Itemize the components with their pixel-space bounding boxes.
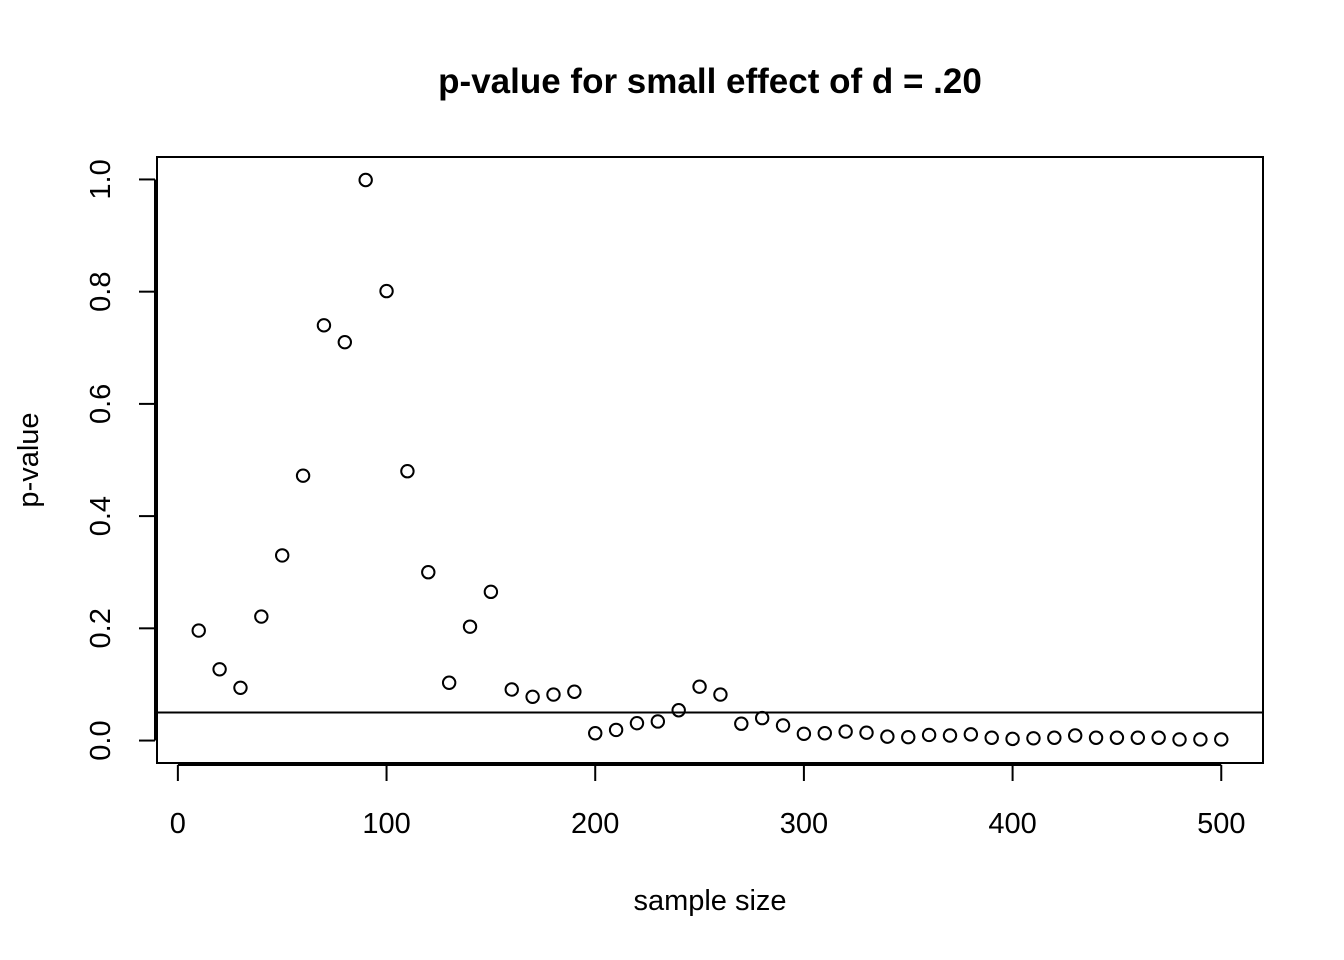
x-tick-label: 0 xyxy=(170,808,186,840)
data-point xyxy=(713,687,728,702)
data-point xyxy=(754,710,770,726)
data-point xyxy=(921,727,937,743)
y-axis: 0.0 0.2 0.4 0.6 0.8 1.0 xyxy=(85,159,156,761)
plot-frame xyxy=(156,156,1264,764)
data-point xyxy=(316,318,332,333)
x-tick-label: 200 xyxy=(571,808,619,840)
data-point xyxy=(1151,730,1166,745)
data-point xyxy=(1088,730,1104,745)
chart-title: p-value for small effect of d = .20 xyxy=(438,62,982,101)
data-point xyxy=(358,172,373,188)
data-point xyxy=(775,718,791,733)
data-point xyxy=(400,464,415,479)
data-point xyxy=(796,726,812,742)
x-tick-label: 300 xyxy=(780,808,828,840)
y-tick-label: 0.8 xyxy=(85,272,117,312)
data-point xyxy=(1067,728,1083,743)
data-point xyxy=(880,729,895,744)
data-point xyxy=(567,684,582,699)
x-tick-label: 100 xyxy=(362,808,410,840)
y-tick-label: 0.4 xyxy=(85,496,117,536)
data-point xyxy=(441,675,457,690)
x-tick-label: 400 xyxy=(988,808,1036,840)
data-point xyxy=(838,724,853,739)
data-points xyxy=(191,172,1229,747)
data-point xyxy=(546,687,561,702)
data-point xyxy=(650,714,666,729)
data-point xyxy=(1109,730,1125,745)
data-point xyxy=(421,565,436,580)
data-point xyxy=(671,703,686,718)
data-point xyxy=(1172,732,1187,747)
data-point xyxy=(525,689,540,704)
data-point xyxy=(1026,731,1041,746)
data-point xyxy=(608,722,624,738)
x-tick-label: 500 xyxy=(1197,808,1245,840)
data-point xyxy=(462,619,478,634)
data-point xyxy=(212,662,227,677)
y-tick-label: 0.2 xyxy=(85,608,117,648)
y-tick-label: 0.6 xyxy=(85,384,117,424)
data-point xyxy=(817,726,832,741)
data-point xyxy=(984,730,999,745)
data-point xyxy=(379,283,394,299)
data-point xyxy=(504,682,519,697)
data-point xyxy=(629,715,645,731)
data-point xyxy=(1193,732,1208,747)
data-point xyxy=(337,334,353,350)
data-point xyxy=(254,609,269,624)
y-tick-label: 1.0 xyxy=(85,159,117,199)
data-point xyxy=(191,623,206,638)
y-axis-label: p-value xyxy=(13,412,45,507)
data-point xyxy=(1130,730,1145,745)
data-point xyxy=(901,729,916,745)
data-point xyxy=(1214,732,1229,747)
data-point xyxy=(233,680,248,696)
data-point xyxy=(734,716,749,731)
data-point xyxy=(1005,731,1020,747)
data-point xyxy=(692,679,707,694)
data-point xyxy=(1047,730,1062,745)
data-point xyxy=(483,584,499,600)
data-point xyxy=(275,548,290,563)
x-axis-label: sample size xyxy=(633,885,786,917)
data-point xyxy=(942,728,958,743)
data-point xyxy=(588,726,603,741)
data-point xyxy=(295,468,311,483)
data-point xyxy=(963,727,979,742)
x-axis: 0 100 200 300 400 500 xyxy=(170,764,1245,840)
data-point xyxy=(859,725,874,740)
y-tick-label: 0.0 xyxy=(85,720,117,760)
